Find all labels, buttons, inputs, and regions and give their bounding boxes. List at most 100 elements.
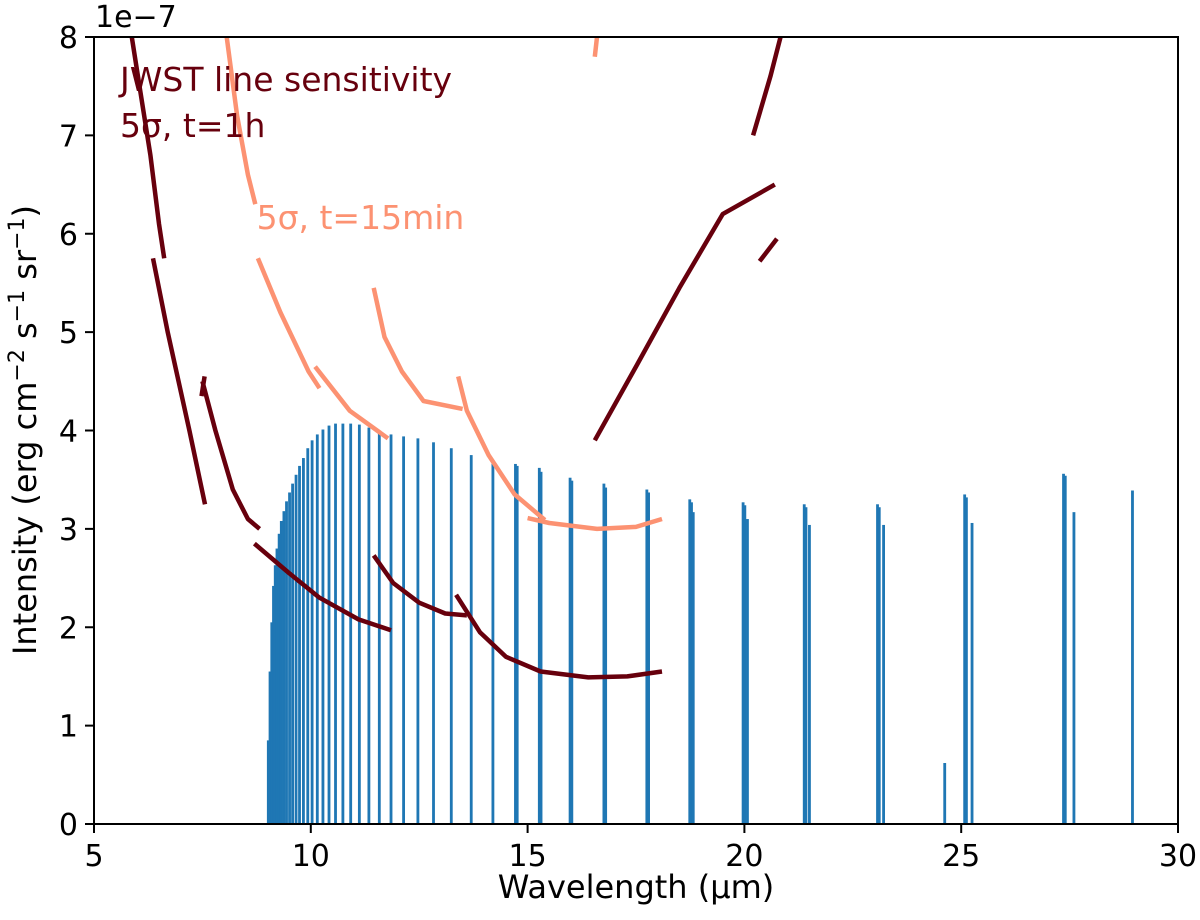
y-label-part: s bbox=[6, 322, 44, 349]
y-label-part: ) bbox=[6, 205, 44, 217]
spectrum-bar-0 bbox=[266, 740, 270, 824]
spectrum-bar-51 bbox=[808, 524, 811, 824]
spectrum-bar-18 bbox=[321, 429, 325, 824]
spectrum-bar-54 bbox=[882, 524, 885, 824]
plot-frame bbox=[93, 36, 1179, 825]
y-offset-label: 1e−7 bbox=[95, 0, 177, 35]
sensitivity-1h-segment-6 bbox=[454, 593, 663, 680]
spectrum-bar-37 bbox=[568, 477, 572, 824]
spectrum-bar-9 bbox=[285, 501, 288, 824]
sensitivity-15min-segment-0 bbox=[224, 37, 258, 205]
spectrum-bar-4 bbox=[273, 565, 277, 824]
sensitivity-1h-segment-1 bbox=[150, 257, 208, 505]
y-label-part: sr bbox=[6, 249, 44, 290]
spectrum-bar-1 bbox=[268, 671, 272, 824]
spectrum-bar-49 bbox=[802, 504, 806, 824]
sensitivity-lines bbox=[129, 37, 783, 680]
spectrum-bar-19 bbox=[327, 425, 331, 824]
sensitivity-1h-segment-3 bbox=[200, 380, 262, 531]
spectrum-bar-8 bbox=[282, 511, 286, 824]
y-tick-label-3: 3 bbox=[59, 513, 78, 548]
y-label-exp: −2 bbox=[5, 349, 30, 381]
spectrum-bar-16 bbox=[310, 440, 314, 824]
spectrum-bar-57 bbox=[964, 497, 968, 824]
spectrum-bar-28 bbox=[416, 438, 420, 824]
spectrum-bar-11 bbox=[291, 483, 294, 824]
spectrum-bar-62 bbox=[1131, 490, 1134, 824]
spectrum-bar-29 bbox=[432, 442, 435, 824]
spectrum-bar-7 bbox=[279, 521, 283, 824]
sensitivity-1h-segment-9 bbox=[750, 37, 783, 137]
spectrum-bar-6 bbox=[277, 533, 281, 824]
spectrum-bar-5 bbox=[275, 548, 279, 824]
annotation-0-line-0: JWST line sensitivity bbox=[118, 60, 452, 99]
spectrum-bar-38 bbox=[570, 480, 574, 824]
annotations: JWST line sensitivity 5σ, t=1h 5σ, t=15min bbox=[118, 60, 464, 237]
spectrum-bar-2 bbox=[270, 622, 274, 824]
spectrum-bar-42 bbox=[647, 492, 650, 824]
y-tick-label-0: 0 bbox=[59, 808, 78, 843]
spectrum-bar-27 bbox=[402, 436, 405, 824]
spectrum-bar-22 bbox=[349, 423, 353, 824]
spectrum-bar-23 bbox=[357, 424, 361, 824]
y-tick-label-1: 1 bbox=[59, 710, 78, 745]
y-axis-label: Intensity (erg cm−2 s−1 sr−1) bbox=[5, 205, 44, 655]
spectrum-bar-55 bbox=[943, 763, 947, 824]
sensitivity-15min-segment-1 bbox=[255, 257, 322, 390]
x-tick-label-5: 5 bbox=[84, 839, 103, 874]
spectrum-bar-34 bbox=[515, 465, 519, 824]
sensitivity-15min-segment-2 bbox=[313, 365, 390, 441]
spectrum-bar-53 bbox=[877, 507, 881, 824]
y-label-exp: −1 bbox=[5, 290, 30, 322]
spectrum-bar-31 bbox=[469, 455, 473, 824]
sensitivity-1h-segment-5 bbox=[371, 554, 468, 618]
annotation-1-line-0: 5σ, t=15min bbox=[257, 198, 465, 237]
spectrum-bar-35 bbox=[537, 467, 541, 824]
sensitivity-15min-segment-3 bbox=[371, 287, 464, 412]
spectrum-bar-44 bbox=[690, 502, 693, 824]
y-tick-label-5: 5 bbox=[59, 316, 78, 351]
y-axis: 0 1 2 3 4 5 6 7 8 bbox=[59, 21, 94, 843]
spectrum-bar-33 bbox=[514, 463, 517, 824]
spectrum-bar-36 bbox=[539, 471, 543, 824]
spectrum-bar-50 bbox=[804, 507, 808, 824]
spectrum-bar-43 bbox=[688, 499, 692, 824]
spectrum-bar-56 bbox=[963, 494, 967, 824]
y-tick-label-7: 7 bbox=[59, 119, 78, 154]
spectrum-bars bbox=[266, 423, 1134, 824]
x-tick-label-15: 15 bbox=[509, 839, 547, 874]
spectrum-bar-61 bbox=[1072, 512, 1076, 824]
spectrum-bar-17 bbox=[315, 434, 319, 824]
sensitivity-1h-segment-8 bbox=[757, 237, 779, 263]
spectrum-bar-45 bbox=[691, 512, 695, 824]
spectrum-bar-60 bbox=[1063, 475, 1067, 824]
sensitivity-1h-segment-7 bbox=[592, 182, 776, 442]
x-tick-label-25: 25 bbox=[942, 839, 980, 874]
spectrum-bar-21 bbox=[341, 423, 345, 824]
x-tick-label-10: 10 bbox=[292, 839, 330, 874]
sensitivity-15min-segment-5 bbox=[527, 515, 663, 532]
spectrum-bar-48 bbox=[746, 519, 749, 824]
spectrum-bar-46 bbox=[741, 502, 745, 824]
spectrum-bar-30 bbox=[449, 448, 453, 824]
spectrum-bar-20 bbox=[334, 423, 337, 824]
spectrum-bar-24 bbox=[367, 427, 371, 824]
y-tick-label-4: 4 bbox=[59, 415, 78, 450]
x-tick-label-30: 30 bbox=[1159, 839, 1197, 874]
sensitivity-1h-segment-4 bbox=[252, 541, 392, 633]
spectrum-bar-3 bbox=[272, 585, 275, 824]
sensitivity-15min-segment-6 bbox=[592, 37, 600, 57]
spectrum-bar-41 bbox=[645, 489, 649, 824]
spectrum-bar-15 bbox=[306, 448, 310, 824]
spectrum-bar-14 bbox=[302, 458, 305, 824]
annotation-0-line-1: 5σ, t=1h bbox=[120, 106, 265, 145]
spectrum-bar-12 bbox=[294, 474, 298, 824]
y-tick-label-2: 2 bbox=[59, 611, 78, 646]
spectrum-bar-59 bbox=[1062, 473, 1065, 824]
spectrum-bar-52 bbox=[876, 504, 879, 824]
spectrum-bar-58 bbox=[970, 522, 974, 824]
y-label-part: Intensity (erg cm bbox=[6, 382, 44, 655]
y-tick-label-8: 8 bbox=[59, 21, 78, 56]
spectrum-bar-13 bbox=[298, 465, 301, 824]
